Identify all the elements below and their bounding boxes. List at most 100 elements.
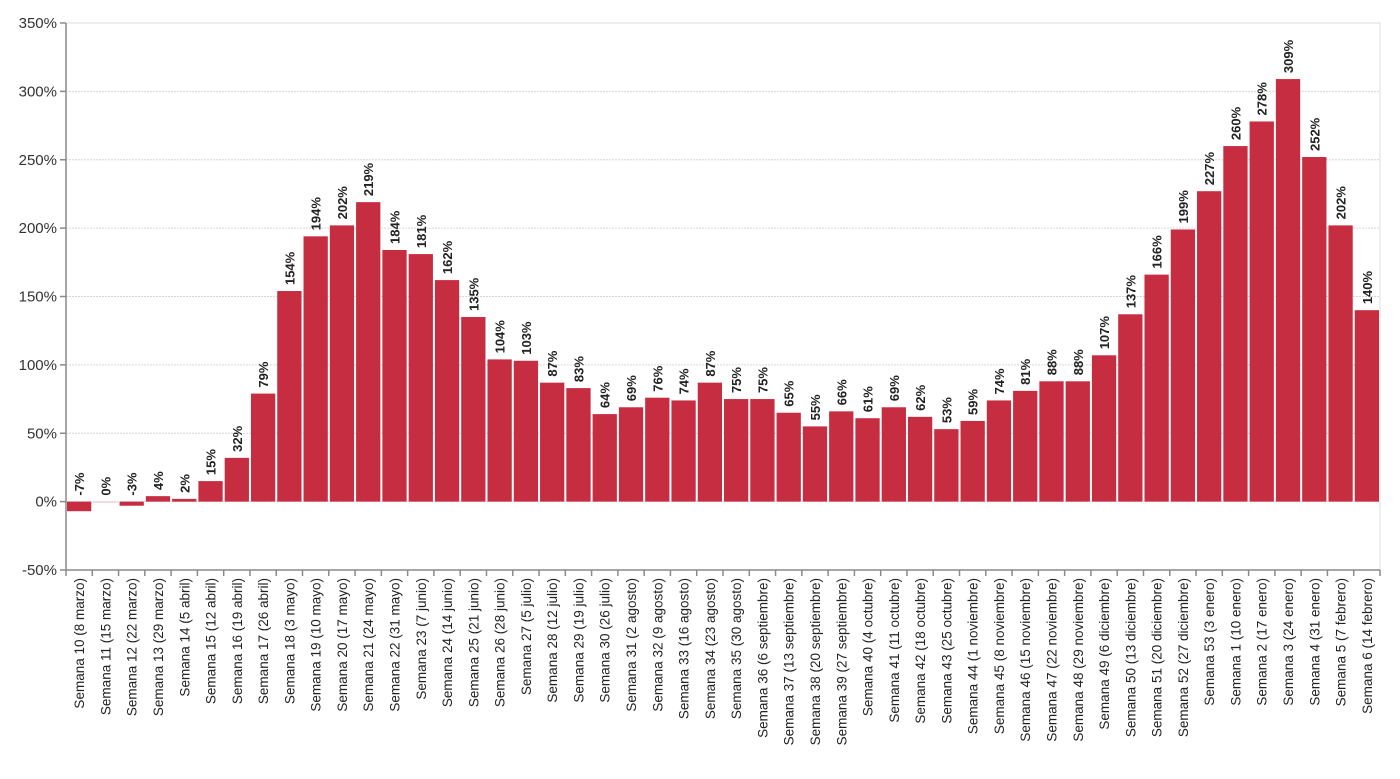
bar[interactable] xyxy=(671,400,696,502)
x-tick-label: Semana 11 (15 marzo) xyxy=(98,578,113,715)
x-tick-label: Semana 17 (26 abril) xyxy=(256,578,271,704)
bar-value-label: 137% xyxy=(1123,275,1138,309)
bar[interactable] xyxy=(434,280,460,502)
bar[interactable] xyxy=(461,317,486,502)
bar-value-label: 252% xyxy=(1307,117,1322,151)
bar[interactable] xyxy=(934,429,959,502)
bar-value-label: 166% xyxy=(1150,235,1165,269)
bar-value-label: 75% xyxy=(755,367,770,393)
bar-value-label: 135% xyxy=(466,277,481,311)
bar-value-label: 202% xyxy=(335,186,350,220)
y-tick-label: 50% xyxy=(27,425,57,442)
bar-value-label: 75% xyxy=(729,367,744,393)
bar[interactable] xyxy=(592,414,617,502)
bar[interactable] xyxy=(986,400,1012,502)
bar[interactable] xyxy=(1354,310,1379,502)
y-tick-label: 0% xyxy=(35,494,57,511)
x-tick-label: Semana 32 (9 agosto) xyxy=(650,578,665,712)
bar[interactable] xyxy=(224,457,249,502)
x-tick-label: Semana 25 (21 junio) xyxy=(466,578,481,707)
bar[interactable] xyxy=(1249,121,1274,502)
x-tick-label: Semana 53 (3 enero) xyxy=(1202,578,1217,706)
x-tick-label: Semana 6 (14 febrero) xyxy=(1360,578,1375,714)
bar[interactable] xyxy=(1275,79,1301,502)
bar[interactable] xyxy=(277,291,302,502)
bar[interactable] xyxy=(540,382,565,502)
x-tick-label: Semana 27 (5 julio) xyxy=(519,578,534,695)
bar[interactable] xyxy=(250,393,276,502)
bar[interactable] xyxy=(776,412,801,502)
bar[interactable] xyxy=(329,225,355,502)
bar[interactable] xyxy=(513,360,539,502)
y-tick-label: 250% xyxy=(19,152,57,169)
bar[interactable] xyxy=(172,498,197,502)
bar[interactable] xyxy=(198,481,223,502)
y-tick-label: -50% xyxy=(22,562,57,579)
bar[interactable] xyxy=(645,397,670,502)
bar[interactable] xyxy=(382,250,407,502)
bar[interactable] xyxy=(881,407,906,502)
bar[interactable] xyxy=(1170,229,1196,502)
bar[interactable] xyxy=(855,418,880,502)
x-tick-label: Semana 14 (5 abril) xyxy=(177,578,192,697)
bar[interactable] xyxy=(67,501,92,512)
bar[interactable] xyxy=(1197,191,1222,502)
bar[interactable] xyxy=(408,254,433,502)
x-tick-label: Semana 37 (13 septiembre) xyxy=(782,578,797,745)
bar-value-label: 87% xyxy=(545,350,560,376)
x-tick-label: Semana 39 (27 septiembre) xyxy=(834,578,849,745)
bar[interactable] xyxy=(1118,314,1143,502)
bar-value-label: 88% xyxy=(1071,349,1086,375)
bar-value-label: 162% xyxy=(440,240,455,274)
bar-value-label: 32% xyxy=(230,425,245,451)
bar[interactable] xyxy=(356,202,381,502)
bar[interactable] xyxy=(1223,146,1248,502)
bar[interactable] xyxy=(618,407,644,502)
bar[interactable] xyxy=(1065,381,1090,502)
bar[interactable] xyxy=(802,426,828,502)
bar[interactable] xyxy=(1039,381,1064,502)
x-tick-label: Semana 19 (10 mayo) xyxy=(309,578,324,712)
bar-value-label: 194% xyxy=(309,197,324,231)
y-tick-label: 150% xyxy=(19,289,57,306)
bar-value-label: 309% xyxy=(1281,39,1296,73)
bar[interactable] xyxy=(907,416,933,502)
bar[interactable] xyxy=(750,399,775,502)
x-tick-label: Semana 16 (19 abril) xyxy=(230,578,245,704)
bar[interactable] xyxy=(487,359,512,502)
bar[interactable] xyxy=(1013,390,1038,502)
bar-value-label: 55% xyxy=(808,394,823,420)
y-tick-label: 100% xyxy=(19,357,57,374)
x-tick-label: Semana 50 (13 diciembre) xyxy=(1123,578,1138,737)
bar[interactable] xyxy=(93,501,118,503)
x-tick-label: Semana 40 (4 octubre) xyxy=(861,578,876,716)
bar-value-label: 107% xyxy=(1097,316,1112,350)
x-tick-label: Semana 24 (14 junio) xyxy=(440,578,455,707)
bar[interactable] xyxy=(829,411,854,502)
bar-value-label: 140% xyxy=(1360,270,1375,304)
bar-value-label: 15% xyxy=(204,449,219,475)
y-tick-label: 200% xyxy=(19,220,57,237)
x-tick-label: Semana 38 (20 septiembre) xyxy=(808,578,823,745)
bar[interactable] xyxy=(1091,355,1117,502)
bar[interactable] xyxy=(303,236,328,502)
bar[interactable] xyxy=(119,501,144,506)
bar[interactable] xyxy=(566,388,591,502)
bar[interactable] xyxy=(1144,274,1169,502)
x-tick-label: Semana 4 (31 enero) xyxy=(1307,578,1322,706)
x-tick-label: Semana 51 (20 diciembre) xyxy=(1150,578,1165,737)
bar[interactable] xyxy=(1302,157,1327,502)
bar[interactable] xyxy=(724,399,749,502)
bar[interactable] xyxy=(960,420,985,502)
x-tick-label: Semana 42 (18 octubre) xyxy=(913,578,928,724)
x-tick-label: Semana 20 (17 mayo) xyxy=(335,578,350,712)
bar-value-label: -7% xyxy=(72,472,87,496)
bar-value-label: 2% xyxy=(177,474,192,493)
x-tick-label: Semana 31 (2 agosto) xyxy=(624,578,639,712)
x-tick-label: Semana 13 (29 marzo) xyxy=(151,578,166,716)
bar[interactable] xyxy=(697,382,722,502)
bar[interactable] xyxy=(1328,225,1353,502)
bar-value-label: 62% xyxy=(913,384,928,410)
bar[interactable] xyxy=(145,496,171,502)
x-tick-label: Semana 29 (19 julio) xyxy=(571,578,586,703)
